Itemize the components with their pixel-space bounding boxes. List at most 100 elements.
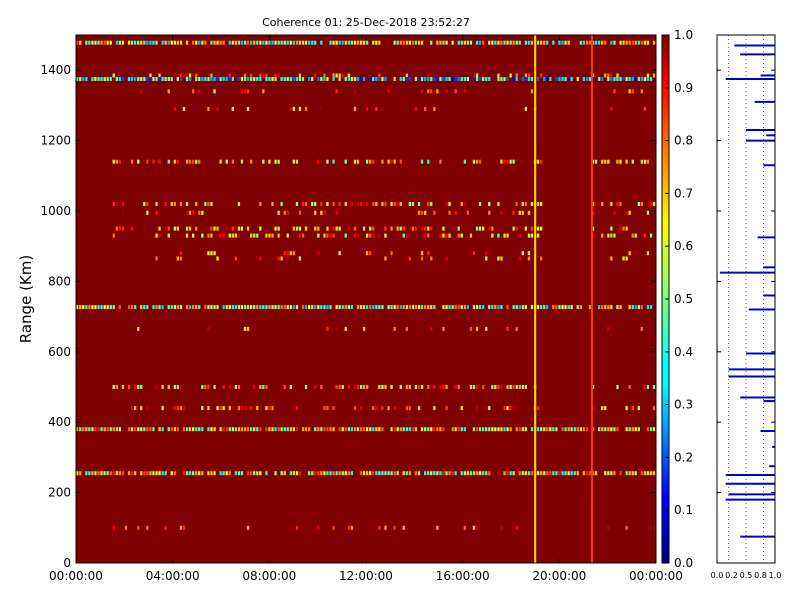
band-cell — [344, 202, 347, 206]
band-cell — [253, 471, 256, 476]
band-cell — [408, 40, 411, 45]
band-cell — [451, 305, 454, 310]
band-cell — [472, 73, 476, 78]
band-cell — [356, 77, 360, 81]
band-cell — [240, 77, 244, 81]
band-cell — [384, 202, 387, 206]
band-cell — [500, 77, 503, 81]
band-cell — [88, 471, 91, 476]
band-cell — [628, 77, 631, 81]
band-cell — [256, 406, 259, 411]
band-cell — [225, 159, 228, 164]
band-cell — [323, 406, 326, 411]
band-cell — [237, 233, 241, 238]
band-cell — [274, 77, 277, 81]
band-cell — [543, 305, 546, 310]
band-cell — [616, 385, 619, 389]
band-cell — [329, 226, 332, 231]
band-cell — [82, 305, 85, 310]
coherence-band — [121, 210, 650, 215]
band-cell — [378, 233, 381, 238]
band-cell — [329, 73, 332, 78]
colorbar-tick-label: 0.1 — [674, 503, 693, 517]
y-tick-label: 1200 — [40, 134, 71, 148]
band-cell — [607, 159, 610, 164]
band-cell — [91, 471, 94, 476]
band-cell — [414, 226, 418, 231]
band-cell — [369, 77, 372, 81]
band-cell — [430, 73, 433, 78]
band-cell — [482, 427, 485, 432]
band-cell — [497, 202, 500, 206]
band-cell — [420, 210, 424, 215]
band-cell — [491, 305, 494, 310]
band-cell — [332, 406, 335, 411]
band-cell — [207, 406, 210, 411]
band-cell — [427, 233, 430, 238]
band-cell — [466, 40, 469, 45]
y-tick-label: 800 — [48, 274, 71, 288]
band-cell — [164, 77, 167, 81]
band-cell — [338, 427, 341, 432]
band-cell — [246, 406, 250, 411]
band-cell — [283, 305, 286, 310]
band-cell — [472, 471, 476, 476]
band-cell — [634, 251, 637, 256]
band-cell — [472, 326, 476, 331]
band-cell — [585, 471, 589, 476]
band-cell — [359, 471, 363, 476]
band-cell — [210, 251, 213, 256]
band-cell — [164, 525, 167, 530]
band-cell — [390, 385, 393, 389]
band-cell — [347, 427, 350, 432]
band-cell — [643, 77, 647, 81]
band-cell — [109, 427, 112, 432]
coherence-band — [137, 256, 628, 261]
band-cell — [344, 40, 347, 45]
band-cell — [182, 406, 186, 411]
band-cell — [304, 202, 308, 206]
band-cell — [140, 77, 143, 81]
band-cell — [643, 106, 647, 111]
band-cell — [521, 471, 524, 476]
band-cell — [167, 385, 170, 389]
band-cell — [518, 210, 521, 215]
band-cell — [350, 525, 353, 530]
band-cell — [140, 89, 143, 94]
band-cell — [207, 77, 210, 81]
band-cell — [637, 427, 640, 432]
band-cell — [512, 40, 515, 45]
band-cell — [381, 406, 384, 411]
band-cell — [170, 73, 173, 78]
band-cell — [497, 385, 500, 389]
band-cell — [213, 305, 216, 310]
band-cell — [524, 385, 527, 389]
band-cell — [323, 210, 326, 215]
band-cell — [439, 233, 442, 238]
x-tick-label: 20:00:00 — [532, 569, 586, 583]
band-cell — [76, 40, 79, 45]
band-cell — [448, 77, 451, 81]
band-cell — [274, 406, 277, 411]
band-cell — [195, 40, 198, 45]
band-cell — [341, 40, 344, 45]
band-cell — [524, 77, 527, 81]
band-cell — [378, 525, 381, 530]
band-cell — [134, 525, 137, 530]
band-cell — [588, 40, 592, 45]
band-cell — [213, 77, 216, 81]
band-cell — [311, 202, 314, 206]
band-cell — [201, 77, 204, 81]
band-cell — [237, 226, 241, 231]
band-cell — [540, 256, 543, 261]
band-cell — [652, 202, 656, 206]
band-cell — [295, 305, 299, 310]
band-cell — [652, 525, 656, 530]
band-cell — [292, 159, 295, 164]
band-cell — [430, 77, 433, 81]
band-cell — [497, 233, 500, 238]
band-cell — [631, 40, 634, 45]
band-cell — [472, 385, 476, 389]
band-cell — [512, 406, 515, 411]
band-cell — [167, 233, 170, 238]
